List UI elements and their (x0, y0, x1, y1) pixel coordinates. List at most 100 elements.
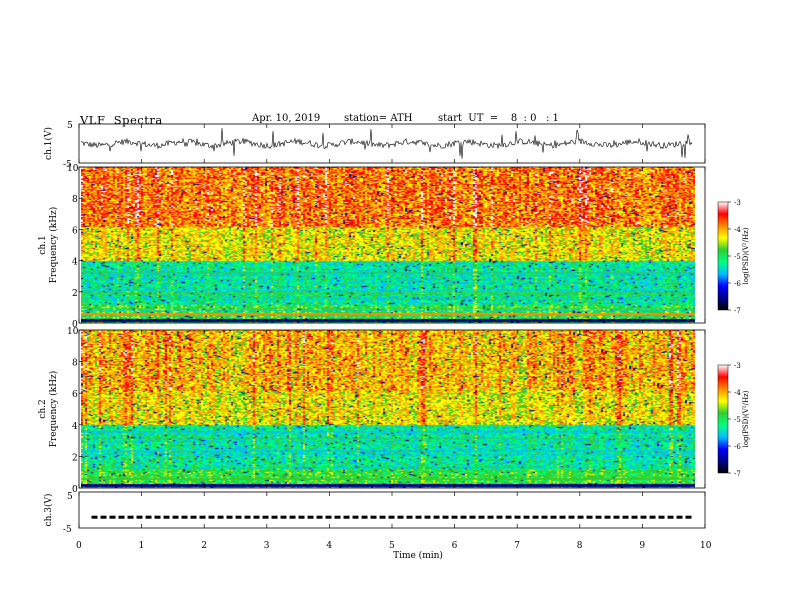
ch3-trace-segment (667, 515, 674, 519)
ch1-axis-label: ch.1(V) (43, 127, 54, 160)
ch3-trace-segment (640, 515, 647, 519)
ch3-trace-segment (262, 515, 269, 519)
ch1-ytick-label: 6 (72, 226, 78, 236)
ch3-trace-segment (163, 515, 170, 519)
x-tick-label: 0 (76, 541, 82, 551)
ch2-colorbar-tick-label: -4 (734, 389, 741, 397)
ch3-trace-segment (541, 515, 548, 519)
ch3-axis-label: ch.3(V) (43, 494, 54, 527)
ch2-ytick-label: 2 (72, 453, 78, 463)
ch3-trace-segment (235, 515, 242, 519)
ch3-trace-segment (343, 515, 350, 519)
ch3-trace-segment (676, 515, 683, 519)
ch3-trace-segment (307, 515, 314, 519)
ch3-trace-segment (109, 515, 116, 519)
ch3-trace-segment (244, 515, 251, 519)
ch3-trace-segment (658, 515, 665, 519)
ch2-spectrogram-image (81, 330, 695, 488)
ch1-colorbar-tick-label: -3 (734, 199, 741, 207)
ch1-ytick-label: 5 (67, 121, 73, 131)
ch3-trace-segment (253, 515, 260, 519)
ch3-trace-segment (145, 515, 152, 519)
ch2-frequency-label: Frequency (kHz) (48, 371, 59, 448)
ch1-frequency-label: Frequency (kHz) (48, 207, 59, 284)
ch3-trace-frame (78, 491, 706, 529)
ch2-colorbar (717, 364, 729, 474)
ch3-trace-segment (289, 515, 296, 519)
ch2-ytick-label: 4 (72, 422, 78, 432)
ch1-waveform-frame (78, 123, 706, 164)
x-tick-label: 2 (201, 541, 207, 551)
x-tick-label: 5 (389, 541, 395, 551)
ch3-trace-segment (100, 515, 107, 519)
ch3-trace-segment (280, 515, 287, 519)
ch3-trace-segment (154, 515, 161, 519)
ch3-trace-segment (505, 515, 512, 519)
ch1-colorbar-tick-label: -5 (734, 253, 741, 261)
ch3-trace-segment (595, 515, 602, 519)
ch3-trace-segment (451, 515, 458, 519)
ch1-colorbar-tick-label: -7 (734, 307, 741, 315)
ch3-trace-segment (226, 515, 233, 519)
x-tick-label: 9 (639, 541, 645, 551)
ch3-trace-segment (334, 515, 341, 519)
ch1-ytick-label: 2 (72, 289, 78, 299)
ch3-trace-segment (568, 515, 575, 519)
ch3-trace-segment (433, 515, 440, 519)
ch3-trace-segment (370, 515, 377, 519)
ch2-colorbar-tick-label: -6 (734, 443, 741, 451)
x-tick-label: 4 (326, 541, 332, 551)
start-time-label: start UT = 8 : 0 : 1 (438, 113, 559, 124)
ch2-colorbar-tick-label: -5 (734, 416, 741, 424)
ch1-ytick-label: 8 (72, 195, 78, 205)
station-label: station= ATH (344, 113, 413, 124)
ch2-colorbar-label: log(PSD)(V²/Hz) (742, 390, 750, 447)
ch3-trace-segment (496, 515, 503, 519)
ch3-trace-segment (361, 515, 368, 519)
ch3-trace-segment (550, 515, 557, 519)
x-tick-label: 6 (452, 541, 458, 551)
ch3-trace-segment (190, 515, 197, 519)
ch3-ytick-label: -5 (63, 525, 72, 535)
ch3-trace-segment (316, 515, 323, 519)
ch2-ytick-label: 6 (72, 390, 78, 400)
ch1-spectrogram-image (81, 167, 695, 323)
ch3-trace-segment (271, 515, 278, 519)
ch3-trace-segment (379, 515, 386, 519)
x-axis-label: Time (min) (393, 550, 443, 561)
ch3-trace-segment (460, 515, 467, 519)
ch3-ytick-label: 5 (67, 492, 73, 502)
ch3-trace-segment (424, 515, 431, 519)
ch3-trace-segment (631, 515, 638, 519)
ch3-trace-segment (577, 515, 584, 519)
ch1-ytick-label: -5 (63, 160, 72, 170)
ch3-trace-segment (478, 515, 485, 519)
ch3-trace-segment (613, 515, 620, 519)
ch1-colorbar-tick-label: -6 (734, 280, 741, 288)
ch3-trace-segment (685, 515, 692, 519)
ch2-ytick-label: 8 (72, 359, 78, 369)
ch3-trace-segment (622, 515, 629, 519)
ch2-colorbar-tick-label: -3 (734, 362, 741, 370)
x-tick-label: 10 (700, 541, 712, 551)
ch3-trace-segment (559, 515, 566, 519)
ch1-colorbar (717, 201, 729, 311)
ch3-trace-segment (127, 515, 134, 519)
ch3-trace-segment (397, 515, 404, 519)
x-tick-label: 1 (139, 541, 145, 551)
ch1-colorbar-tick-label: -4 (734, 226, 741, 234)
ch2-channel-label: ch.2 (38, 399, 48, 418)
ch3-trace-segment (442, 515, 449, 519)
ch3-trace-segment (514, 515, 521, 519)
ch3-trace-segment (325, 515, 332, 519)
ch1-colorbar-label: log(PSD)(V²/Hz) (742, 227, 750, 284)
ch1-ytick-label: 10 (67, 164, 79, 174)
date-label: Apr. 10, 2019 (252, 113, 321, 124)
ch3-trace-segment (406, 515, 413, 519)
ch2-ytick-label: 0 (72, 485, 78, 495)
ch1-ytick-label: 0 (72, 320, 78, 330)
ch3-trace-segment (523, 515, 530, 519)
ch1-waveform-line (80, 128, 693, 159)
x-tick-label: 3 (264, 541, 270, 551)
